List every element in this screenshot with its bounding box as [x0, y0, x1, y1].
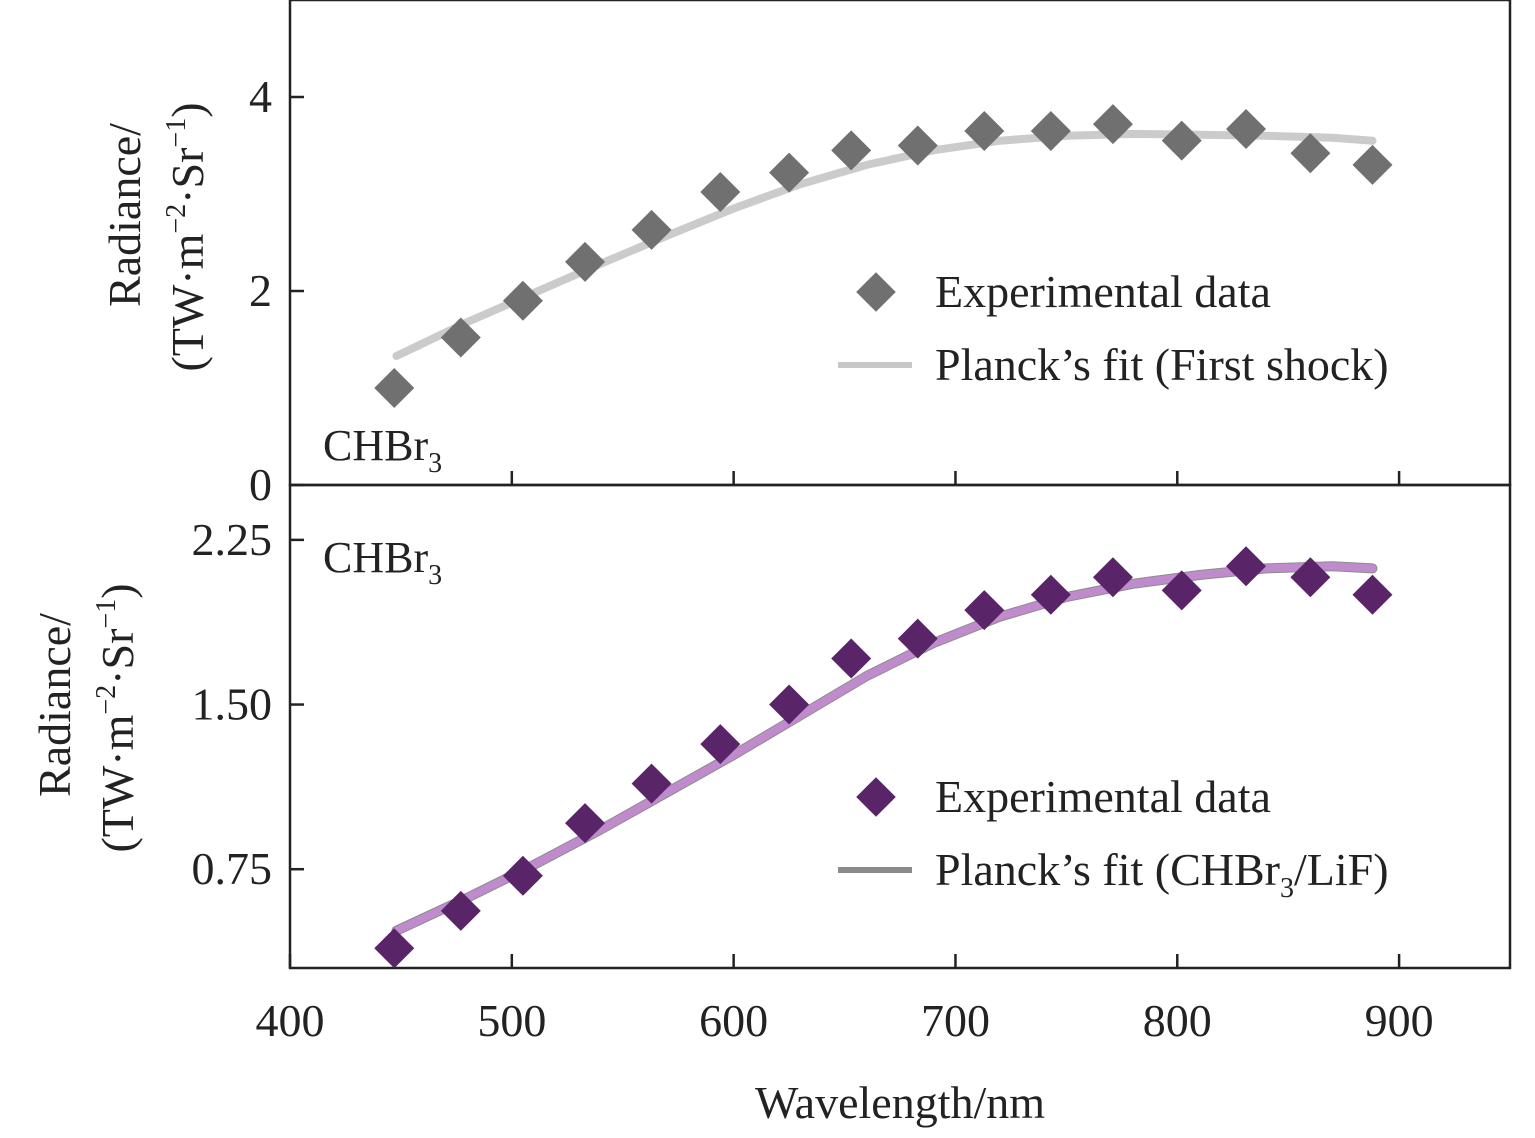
top-data-point	[1352, 144, 1393, 185]
top-y-unit-part3: )	[162, 102, 213, 117]
top-data-point	[502, 280, 543, 321]
bottom-legend-label-fit: Planck’s fit (CHBr3/LiF)	[935, 844, 1389, 904]
top-axis-ticks: 0 2 4	[249, 71, 1401, 510]
bottom-data-series	[374, 546, 1393, 969]
top-data-point	[440, 317, 481, 358]
bottom-y-unit-exp2: −1	[91, 599, 122, 629]
bottom-data-point	[1092, 557, 1133, 598]
bottom-data-point	[565, 803, 606, 844]
top-legend-label-data: Experimental data	[935, 266, 1271, 317]
bottom-data-point	[897, 618, 938, 659]
bottom-y-tick-label: 2.25	[192, 514, 273, 565]
top-data-point	[1092, 104, 1133, 145]
top-data-point	[700, 172, 741, 213]
top-y-tick-label: 4	[249, 71, 272, 122]
bottom-legend: Experimental data Planck’s fit (CHBr3/Li…	[838, 771, 1389, 904]
bottom-y-axis-title-line2: (TW·m−2·Sr−1)	[91, 583, 143, 852]
bottom-panel-frame	[288, 483, 1512, 970]
bottom-data-point	[831, 638, 872, 679]
top-data-point	[565, 241, 606, 282]
bottom-data-point	[502, 855, 543, 896]
top-data-point	[1161, 120, 1202, 161]
top-data-point	[769, 152, 810, 193]
top-data-point	[897, 125, 938, 166]
top-y-unit-exp1: −2	[161, 204, 192, 234]
top-legend: Experimental data Planck’s fit (First sh…	[838, 266, 1389, 390]
x-axis-title: Wavelength/nm	[755, 1077, 1045, 1128]
bottom-sample-label: CHBr3	[323, 533, 442, 591]
top-sample-formula: CHBr	[323, 421, 428, 470]
bottom-data-point	[440, 890, 481, 931]
top-data-point	[964, 110, 1005, 151]
top-data-point	[374, 368, 415, 408]
bottom-data-point	[964, 590, 1005, 631]
bottom-y-unit-part2: ·Sr	[92, 629, 143, 685]
top-data-point	[631, 209, 672, 250]
top-fit-line	[392, 129, 1377, 360]
top-legend-label-fit: Planck’s fit (First shock)	[935, 339, 1389, 390]
top-sample-subscript: 3	[428, 448, 442, 479]
bottom-y-axis-title-line1: Radiance/	[29, 613, 80, 797]
bottom-legend-label-data: Experimental data	[935, 771, 1271, 822]
bottom-y-unit-exp1: −2	[91, 685, 122, 715]
top-sample-label: CHBr3	[323, 421, 442, 479]
top-y-axis-title-line2: (TW·m−2·Sr−1)	[161, 102, 213, 371]
top-y-unit-part2: ·Sr	[162, 148, 213, 204]
bottom-y-unit-part: (TW·m	[92, 714, 143, 852]
top-y-tick-label: 0	[249, 459, 272, 510]
top-panel-frame	[288, 0, 1512, 487]
bottom-sample-subscript: 3	[428, 560, 442, 591]
top-y-tick-label: 2	[249, 265, 272, 316]
bottom-sample-formula: CHBr	[323, 533, 428, 582]
bottom-axis-ticks: 0.75 1.50 2.25 400 500 600 700 800 900	[192, 514, 1434, 1046]
top-data-series	[374, 104, 1393, 408]
bottom-data-point	[631, 763, 672, 804]
bottom-y-unit-part3: )	[92, 583, 143, 598]
bottom-legend-fit-part2: /LiF)	[1294, 844, 1389, 895]
top-y-unit-part: (TW·m	[162, 233, 213, 371]
top-y-unit-exp2: −1	[161, 118, 192, 148]
bottom-data-point	[700, 724, 741, 765]
bottom-legend-fit-subscript: 3	[1280, 873, 1294, 904]
top-y-axis-title-line1: Radiance/	[99, 123, 150, 307]
x-tick-label: 800	[1143, 995, 1212, 1046]
x-tick-label: 500	[477, 995, 546, 1046]
x-tick-label: 400	[256, 995, 325, 1046]
top-legend-marker-icon	[856, 272, 896, 312]
top-data-point	[1290, 133, 1331, 174]
bottom-data-point	[1352, 574, 1393, 615]
bottom-y-tick-label: 0.75	[192, 843, 273, 894]
bottom-legend-marker-icon	[856, 777, 896, 817]
bottom-data-point	[1161, 570, 1202, 611]
top-fit-series	[392, 129, 1377, 360]
bottom-y-tick-label: 1.50	[192, 679, 273, 730]
bottom-legend-fit-part1: Planck’s fit (CHBr	[935, 844, 1280, 895]
top-data-point	[831, 130, 872, 171]
bottom-data-point	[769, 684, 810, 725]
x-tick-label: 600	[699, 995, 768, 1046]
top-data-point	[1030, 110, 1071, 151]
x-tick-label: 900	[1365, 995, 1434, 1046]
x-tick-label: 700	[921, 995, 990, 1046]
bottom-data-point	[374, 928, 415, 969]
bottom-data-point	[1226, 546, 1267, 587]
bottom-data-point	[1030, 574, 1071, 615]
top-data-point	[1226, 109, 1267, 150]
bottom-data-point	[1290, 557, 1331, 598]
